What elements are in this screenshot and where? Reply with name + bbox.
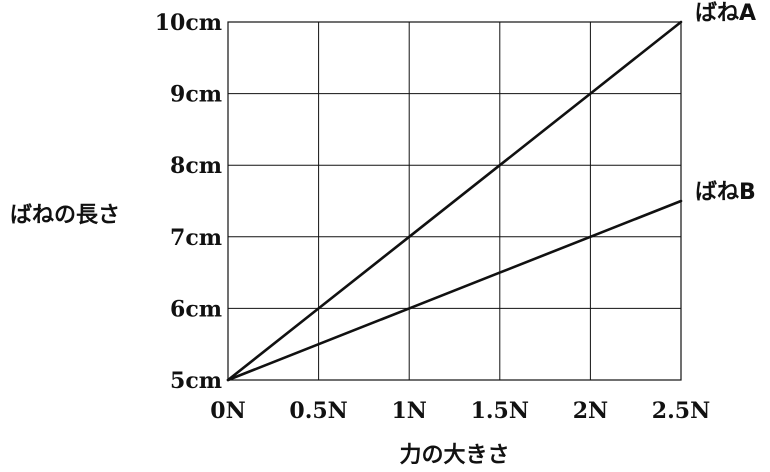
x-tick-label: 1N	[391, 398, 426, 424]
series-line-spring-a	[226, 20, 683, 382]
x-axis-tick-labels: 0N 0.5N 1N 1.5N 2N 2.5N	[210, 398, 710, 424]
y-axis-title: ばねの長さ	[10, 203, 120, 228]
y-tick-label: 10cm	[155, 10, 222, 36]
y-tick-label: 8cm	[170, 153, 222, 179]
x-tick-label: 0N	[210, 398, 245, 424]
series-lines	[226, 20, 683, 382]
y-axis-tick-labels: 5cm 6cm 7cm 8cm 9cm 10cm	[155, 10, 222, 394]
x-axis-title: 力の大きさ	[399, 443, 509, 468]
y-tick-label: 7cm	[170, 225, 222, 251]
x-tick-label: 2N	[573, 398, 608, 424]
series-label-spring-b: ばねB	[695, 180, 756, 205]
x-tick-label: 1.5N	[471, 398, 529, 424]
series-label-spring-a: ばねA	[695, 1, 756, 26]
y-tick-label: 5cm	[170, 368, 222, 394]
x-tick-label: 0.5N	[289, 398, 347, 424]
series-line-spring-b	[226, 199, 683, 382]
y-tick-label: 6cm	[170, 296, 222, 322]
y-tick-label: 9cm	[170, 82, 222, 108]
x-tick-label: 2.5N	[652, 398, 710, 424]
series-labels: ばねA ばねB	[695, 1, 756, 205]
